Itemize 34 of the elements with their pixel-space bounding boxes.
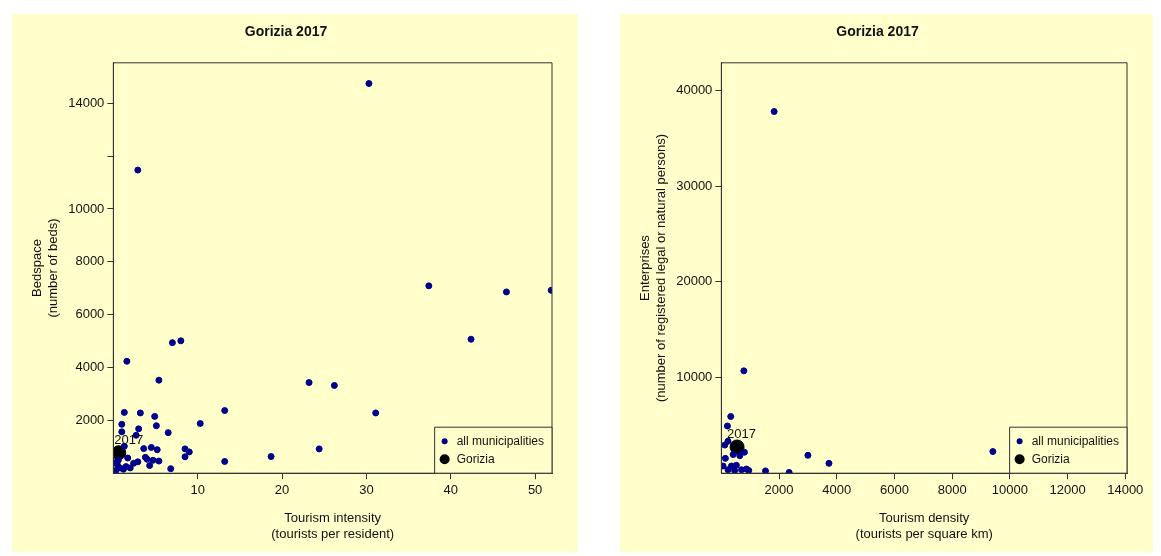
y-tick-label: 30000: [676, 177, 713, 193]
x-tick-label: 30: [359, 481, 374, 497]
y-tick-label: 8000: [75, 253, 105, 269]
y-tick-label: 20000: [676, 273, 713, 289]
legend-label: Gorizia: [1031, 451, 1070, 466]
y-tick-label: 10000: [68, 200, 105, 216]
legend-label: Gorizia: [456, 451, 495, 466]
chart-title: Gorizia 2017: [244, 23, 328, 40]
x-tick-label: 50: [527, 481, 543, 497]
y-tick-label: 2000: [75, 411, 105, 427]
y-axis-title: Bedspace (number of beds): [29, 218, 60, 318]
x-tick-label: 12000: [1049, 481, 1086, 497]
y-axis-title: Enterprises (number of registered legal or natural persons): [637, 133, 668, 403]
x-tick-label: 6000: [880, 481, 909, 497]
x-tick-label: 8000: [937, 481, 967, 497]
legend-label: all municipalities: [1031, 433, 1120, 448]
x-tick-label: 14000: [1107, 481, 1144, 497]
annotation: 2017: [727, 426, 756, 442]
x-tick-label: 10: [190, 481, 205, 497]
x-tick-label: 2000: [764, 481, 794, 497]
legend-label: all municipalities: [456, 433, 545, 448]
y-tick-label: 10000: [676, 369, 713, 385]
y-tick-label: 4000: [75, 359, 105, 375]
y-tick-label: 40000: [676, 81, 713, 97]
chart-title: Gorizia 2017: [836, 23, 919, 40]
x-tick-label: 10000: [991, 481, 1028, 497]
x-tick-label: 20: [274, 481, 290, 497]
x-axis-title: Tourism intensity (tourists per resident): [271, 510, 395, 541]
x-tick-label: 4000: [822, 481, 852, 497]
annotation: 2017: [114, 431, 144, 447]
x-tick-label: 40: [443, 481, 459, 497]
x-axis-title: Tourism density (tourists per square km): [855, 510, 993, 541]
y-tick-label: 6000: [75, 306, 105, 322]
y-tick-label: 14000: [68, 94, 105, 110]
